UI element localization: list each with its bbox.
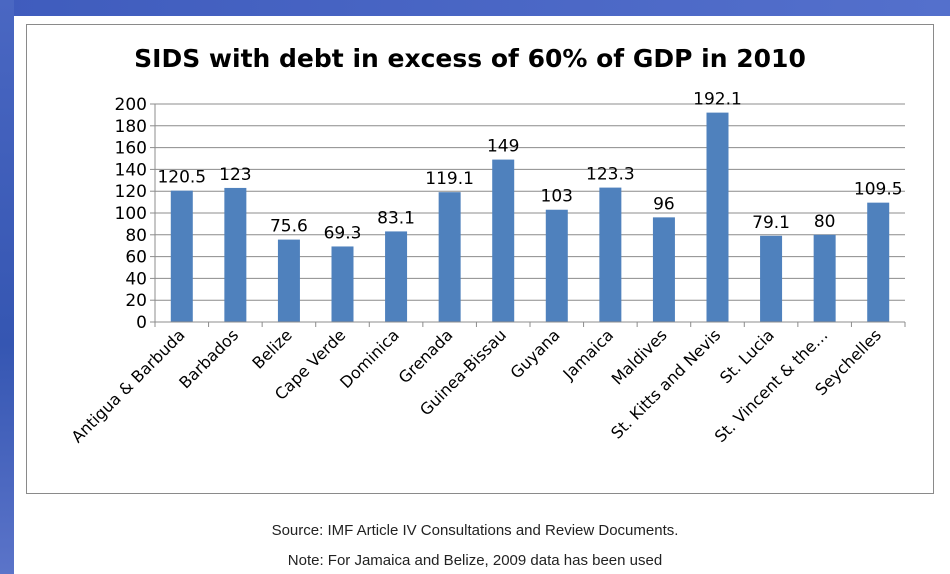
x-tick-label: Barbados xyxy=(175,325,242,392)
bar xyxy=(438,192,461,322)
bar xyxy=(331,246,354,322)
chart-title: SIDS with debt in excess of 60% of GDP i… xyxy=(134,44,806,73)
y-tick-label: 120 xyxy=(115,182,147,202)
bar-value-label: 75.6 xyxy=(270,217,308,237)
bar-value-label: 120.5 xyxy=(157,168,206,188)
x-tick-label: Guyana xyxy=(507,325,564,382)
bar xyxy=(277,239,300,322)
bar xyxy=(224,187,247,322)
y-tick-label: 60 xyxy=(125,248,147,268)
bar xyxy=(385,231,408,322)
source-note: Source: IMF Article IV Consultations and… xyxy=(271,522,679,539)
bar xyxy=(706,112,729,323)
y-tick-label: 20 xyxy=(125,291,147,311)
y-tick-label: 40 xyxy=(125,269,147,289)
x-tick-label: Antigua & Barbuda xyxy=(68,325,189,446)
bar-value-label: 149 xyxy=(487,137,519,157)
y-tick-label: 100 xyxy=(115,204,147,224)
bar xyxy=(599,187,622,322)
bar-value-label: 123 xyxy=(219,165,251,185)
y-tick-label: 80 xyxy=(125,226,147,246)
y-tick-label: 140 xyxy=(115,160,147,180)
bar-value-label: 83.1 xyxy=(377,208,415,228)
slide-left-band xyxy=(0,0,14,574)
bar-value-label: 69.3 xyxy=(324,223,362,243)
bar xyxy=(170,190,193,322)
bar xyxy=(813,234,836,322)
y-tick-label: 0 xyxy=(136,313,147,333)
slide-top-band xyxy=(0,0,950,16)
data-labels: 120.5 123 75.6 69.3 83.1 119.1 149 103 123.3 96 19… xyxy=(157,90,902,244)
bar-chart: SIDS with debt in excess of 60% of GDP i… xyxy=(68,44,906,446)
bar xyxy=(492,159,515,322)
gridlines xyxy=(155,103,905,323)
bar xyxy=(652,217,675,322)
bar-value-label: 123.3 xyxy=(586,165,635,185)
bar xyxy=(867,202,890,322)
bar-value-label: 119.1 xyxy=(425,169,474,189)
y-tick-label: 180 xyxy=(115,117,147,137)
bar-value-label: 79.1 xyxy=(752,213,790,233)
bars xyxy=(170,112,890,323)
bar xyxy=(760,235,783,322)
x-tick-label: Dominica xyxy=(336,325,403,392)
y-tick-label: 200 xyxy=(115,95,147,115)
y-tick-label: 160 xyxy=(115,139,147,159)
bar xyxy=(545,209,568,322)
bar-value-label: 96 xyxy=(653,194,675,214)
bar-value-label: 103 xyxy=(541,187,573,207)
x-tick-label: Belize xyxy=(248,325,295,372)
data-note: Note: For Jamaica and Belize, 2009 data … xyxy=(287,552,663,569)
bar-value-label: 80 xyxy=(814,212,836,232)
bar-value-label: 192.1 xyxy=(693,90,742,110)
bar-value-label: 109.5 xyxy=(854,180,903,200)
